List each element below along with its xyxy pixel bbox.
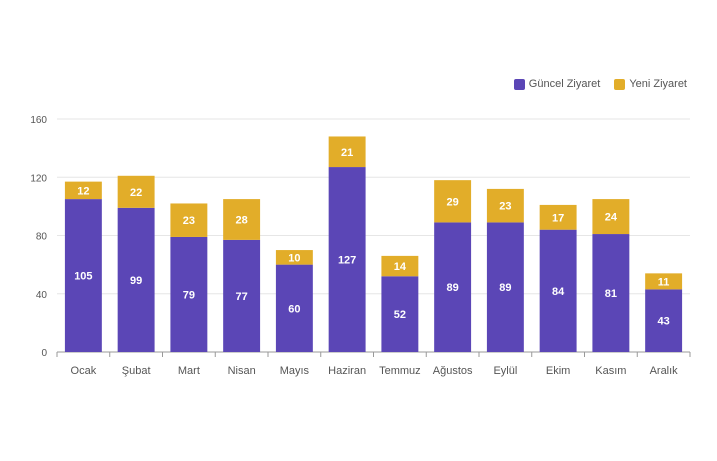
bar-series-0[interactable] bbox=[381, 276, 419, 352]
data-label: 81 bbox=[605, 288, 617, 300]
data-label: 79 bbox=[183, 289, 195, 301]
y-tick-label: 40 bbox=[36, 290, 48, 301]
bar-series-0[interactable] bbox=[328, 167, 366, 352]
bar-series-0[interactable] bbox=[170, 236, 208, 352]
bar-series-0[interactable] bbox=[117, 207, 155, 352]
bar-series-0[interactable] bbox=[592, 234, 630, 352]
x-tick-label: Kasım bbox=[595, 365, 626, 377]
bar-series-1[interactable] bbox=[434, 180, 472, 223]
data-label: 23 bbox=[183, 215, 195, 227]
data-label: 127 bbox=[338, 255, 356, 267]
bar-series-1[interactable] bbox=[486, 188, 524, 223]
bar-series-0[interactable] bbox=[64, 199, 102, 352]
data-label: 77 bbox=[236, 291, 248, 303]
bar-series-1[interactable] bbox=[592, 199, 630, 235]
legend-swatch-series-1 bbox=[614, 78, 626, 90]
data-label: 43 bbox=[658, 316, 670, 328]
bar-series-1[interactable] bbox=[328, 136, 366, 168]
data-label: 22 bbox=[130, 187, 142, 199]
bar-series-1[interactable] bbox=[539, 204, 577, 230]
legend-label-series-0: Güncel Ziyaret bbox=[528, 78, 601, 90]
bar-series-0[interactable] bbox=[223, 239, 261, 352]
bar-series-0[interactable] bbox=[486, 222, 524, 352]
bar-series-1[interactable] bbox=[117, 175, 155, 208]
y-tick-label: 80 bbox=[36, 232, 48, 243]
y-tick-label: 120 bbox=[30, 173, 47, 184]
data-label: 99 bbox=[130, 275, 142, 287]
data-label: 28 bbox=[236, 214, 248, 226]
bar-series-1[interactable] bbox=[170, 203, 208, 237]
legend-label-series-1: Yeni Ziyaret bbox=[629, 78, 687, 90]
y-tick-label: 160 bbox=[30, 115, 47, 126]
legend-item-series-1[interactable]: Yeni Ziyaret bbox=[614, 78, 687, 90]
data-label: 12 bbox=[77, 185, 89, 197]
x-tick-label: Nisan bbox=[228, 365, 256, 377]
data-label: 89 bbox=[499, 282, 511, 294]
x-tick-label: Şubat bbox=[122, 365, 151, 377]
legend: Güncel Ziyaret Yeni Ziyaret bbox=[513, 78, 687, 90]
data-label: 84 bbox=[552, 286, 565, 298]
data-label: 29 bbox=[447, 196, 459, 208]
bar-series-0[interactable] bbox=[275, 264, 313, 352]
x-tick-label: Haziran bbox=[328, 365, 366, 377]
x-tick-label: Eylül bbox=[493, 365, 517, 377]
bar-series-0[interactable] bbox=[539, 229, 577, 352]
data-label: 24 bbox=[605, 212, 618, 224]
x-tick-label: Ocak bbox=[71, 365, 97, 377]
data-label: 17 bbox=[552, 212, 564, 224]
x-tick-label: Mart bbox=[178, 365, 200, 377]
x-tick-label: Ağustos bbox=[433, 365, 473, 377]
data-label: 52 bbox=[394, 309, 406, 321]
x-tick-label: Temmuz bbox=[379, 365, 421, 377]
bar-series-0[interactable] bbox=[434, 222, 472, 352]
data-label: 14 bbox=[394, 261, 407, 273]
x-tick-label: Aralık bbox=[650, 365, 679, 377]
data-label: 23 bbox=[499, 201, 511, 213]
data-label: 10 bbox=[288, 252, 300, 264]
y-tick-label: 0 bbox=[41, 348, 47, 359]
data-label: 105 bbox=[74, 271, 92, 283]
data-label: 21 bbox=[341, 147, 353, 159]
legend-item-series-0[interactable]: Güncel Ziyaret bbox=[513, 78, 601, 90]
bar-series-1[interactable] bbox=[381, 255, 419, 277]
data-label: 60 bbox=[288, 303, 300, 315]
legend-swatch-series-0 bbox=[513, 78, 525, 90]
bar-series-1[interactable] bbox=[64, 181, 102, 200]
x-tick-label: Mayıs bbox=[280, 365, 310, 377]
bar-series-1[interactable] bbox=[645, 273, 683, 290]
bar-series-1[interactable] bbox=[275, 250, 313, 265]
bar-series-0[interactable] bbox=[645, 289, 683, 352]
bar-series-1[interactable] bbox=[223, 199, 261, 240]
x-tick-label: Ekim bbox=[546, 365, 570, 377]
data-label: 89 bbox=[447, 282, 459, 294]
data-label: 11 bbox=[658, 276, 670, 288]
